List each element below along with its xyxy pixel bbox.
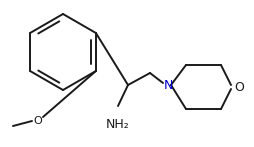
Text: NH₂: NH₂ (106, 117, 130, 131)
Text: O: O (234, 81, 244, 93)
Text: O: O (34, 116, 42, 126)
Text: N: N (163, 78, 173, 91)
